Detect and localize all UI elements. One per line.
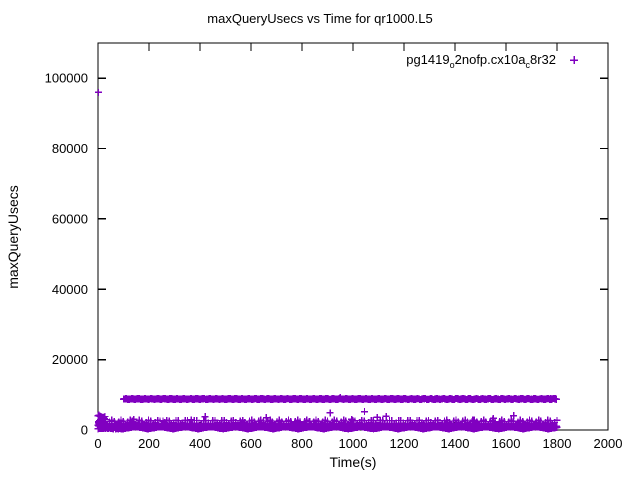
legend-text-part: 2nofp.cx10a	[455, 52, 527, 67]
series-points	[94, 88, 561, 433]
y-tick-label: 100000	[45, 71, 88, 86]
x-tick-label: 600	[240, 436, 262, 451]
legend-text-part: 8r32	[530, 52, 556, 67]
legend-marker-icon	[570, 56, 578, 64]
x-axis-title: Time(s)	[330, 454, 377, 470]
y-axis-ticks: 0 20000 40000 60000 80000 100000	[45, 71, 608, 438]
x-tick-label: 1200	[390, 436, 419, 451]
y-tick-label: 0	[81, 423, 88, 438]
x-tick-label: 1000	[339, 436, 368, 451]
y-axis-title: maxQueryUsecs	[5, 185, 21, 288]
x-tick-label: 1400	[441, 436, 470, 451]
legend-subscript: o	[450, 60, 455, 70]
legend: pg1419o2nofp.cx10ac8r32	[406, 52, 578, 70]
legend-series-label: pg1419o2nofp.cx10ac8r32	[406, 52, 556, 70]
x-axis-ticks: 0 200 400 600 800 1000 1200 1400 1600 1800 2000	[94, 43, 622, 451]
y-tick-label: 60000	[52, 211, 88, 226]
y-tick-label: 20000	[52, 352, 88, 367]
chart-title: maxQueryUsecs vs Time for qr1000.L5	[207, 11, 432, 26]
x-tick-label: 1600	[492, 436, 521, 451]
data-points-layer	[94, 88, 561, 433]
legend-subscript: c	[525, 60, 530, 70]
x-tick-label: 0	[94, 436, 101, 451]
y-tick-label: 80000	[52, 141, 88, 156]
y-tick-label: 40000	[52, 282, 88, 297]
x-tick-label: 2000	[594, 436, 623, 451]
legend-text-part: pg1419	[406, 52, 449, 67]
x-tick-label: 1800	[543, 436, 572, 451]
plot-border	[97, 42, 609, 431]
x-tick-label: 400	[189, 436, 211, 451]
x-tick-label: 200	[138, 436, 160, 451]
x-tick-label: 800	[291, 436, 313, 451]
